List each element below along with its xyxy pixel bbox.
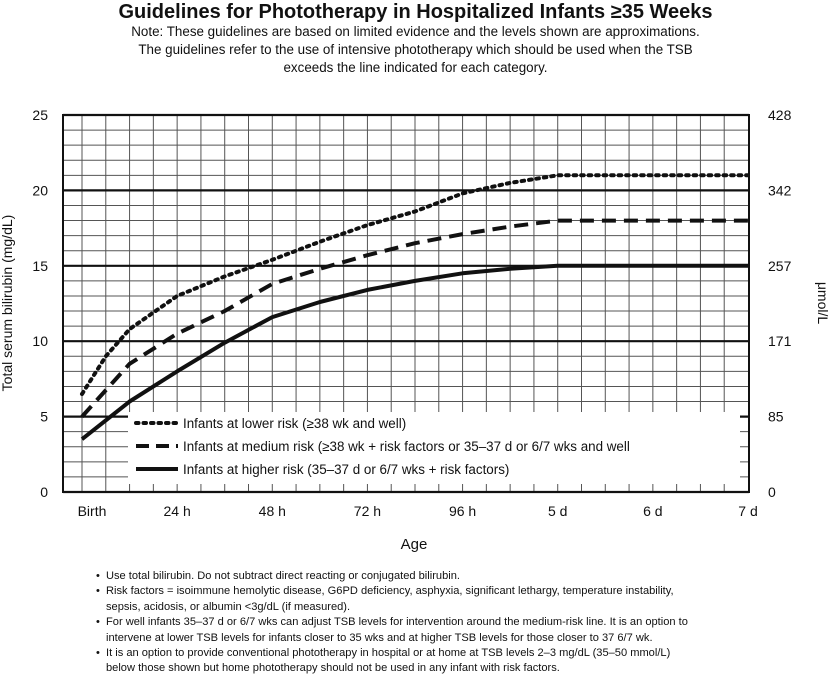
y-axis-label: Total serum bilirubin (mg/dL)	[0, 215, 15, 392]
chart-title: Guidelines for Phototherapy in Hospitali…	[118, 1, 713, 23]
y-tick-label: 20	[32, 182, 48, 198]
x-axis-label: Age	[401, 536, 428, 553]
series-layer	[80, 173, 750, 441]
tick-labels: 0 5 10 15 20 25 0 85 171 257 342 428 Birth 24 h 48 h 72…	[32, 107, 791, 519]
x-tick-label: 96 h	[449, 503, 476, 519]
x-tick-label: 7 d	[738, 503, 757, 519]
x-tick-label: 5 d	[548, 503, 567, 519]
chart-note: Note: These guidelines are based on limi…	[0, 23, 831, 77]
legend: Infants at lower risk (≥38 wk and well) I…	[128, 412, 740, 484]
x-tick-label: 48 h	[259, 503, 286, 519]
series-line-dotted	[80, 173, 750, 396]
x-tick-label: 24 h	[164, 503, 191, 519]
bullet-item: Use total bilirubin. Do not subtract dir…	[96, 569, 828, 585]
y2-tick-label: 0	[768, 484, 776, 500]
guideline-notes: Use total bilirubin. Do not subtract dir…	[96, 569, 828, 677]
y-tick-label: 10	[32, 333, 48, 349]
series-line-solid	[80, 263, 748, 441]
y2-tick-label: 428	[768, 107, 792, 123]
y2-tick-label: 171	[768, 333, 792, 349]
bullet-item: Risk factors = isoimmune hemolytic disea…	[96, 584, 828, 600]
x-tick-label: 6 d	[643, 503, 662, 519]
y2-axis-label: μmol/L	[815, 282, 831, 325]
y2-tick-label: 257	[768, 258, 792, 274]
bullet-item-continued: sepsis, acidosis, or albumin <3g/dL (if …	[106, 600, 351, 613]
bullet-item: For well infants 35–37 d or 6/7 wks can …	[96, 615, 828, 631]
note-line: Note: These guidelines are based on limi…	[131, 24, 700, 39]
bullet-item: It is an option to provide conventional …	[96, 646, 828, 662]
x-tick-label: Birth	[78, 503, 107, 519]
legend-label: Infants at lower risk (≥38 wk and well)	[183, 416, 406, 431]
legend-background	[128, 412, 740, 484]
y-tick-label: 25	[32, 107, 48, 123]
bullet-item-continued: below those shown but home phototherapy …	[106, 662, 560, 675]
note-line: exceeds the line indicated for each cate…	[283, 60, 548, 75]
phototherapy-chart: Infants at lower risk (≥38 wk and well) I…	[0, 107, 831, 553]
y-tick-label: 0	[40, 484, 48, 500]
series-line-dashed	[80, 218, 748, 418]
legend-label: Infants at medium risk (≥38 wk + risk fa…	[183, 439, 630, 454]
y-tick-label: 15	[32, 258, 48, 274]
y2-tick-label: 342	[768, 182, 792, 198]
y-tick-label: 5	[40, 409, 48, 425]
legend-label: Infants at higher risk (35–37 d or 6/7 w…	[183, 462, 509, 477]
bullet-item-continued: intervene at lower TSB levels for infant…	[106, 631, 653, 644]
y2-tick-label: 85	[768, 409, 784, 425]
note-line: The guidelines refer to the use of inten…	[138, 42, 693, 57]
plot-frame	[62, 114, 750, 493]
x-tick-label: 72 h	[354, 503, 381, 519]
